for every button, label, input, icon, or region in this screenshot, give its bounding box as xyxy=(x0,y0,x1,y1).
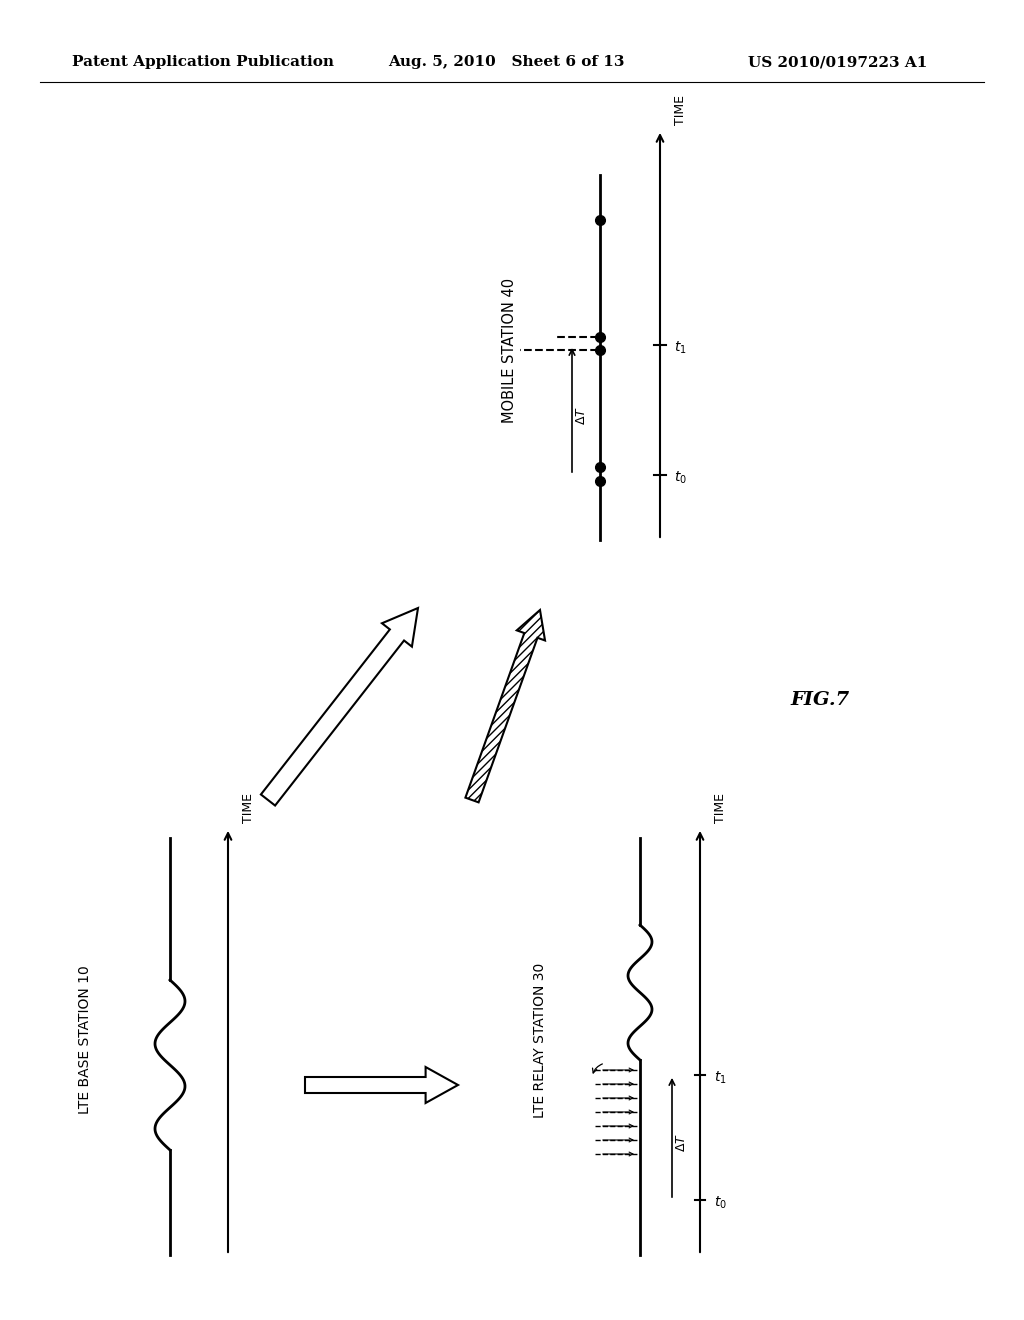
Text: $t_0$: $t_0$ xyxy=(714,1195,727,1212)
Polygon shape xyxy=(305,1067,458,1104)
Text: FIG.7: FIG.7 xyxy=(791,690,850,709)
Text: TIME: TIME xyxy=(242,793,255,822)
Text: LTE BASE STATION 10: LTE BASE STATION 10 xyxy=(78,966,92,1114)
Text: $t_1$: $t_1$ xyxy=(714,1069,727,1086)
Text: TIME: TIME xyxy=(674,95,686,125)
Polygon shape xyxy=(466,610,545,803)
Text: TIME: TIME xyxy=(714,793,726,822)
Text: Aug. 5, 2010   Sheet 6 of 13: Aug. 5, 2010 Sheet 6 of 13 xyxy=(388,55,625,69)
Text: Patent Application Publication: Patent Application Publication xyxy=(72,55,334,69)
Text: $t_1$: $t_1$ xyxy=(674,339,687,356)
Text: LTE RELAY STATION 30: LTE RELAY STATION 30 xyxy=(534,962,547,1118)
Text: MOBILE STATION 40: MOBILE STATION 40 xyxy=(503,277,517,422)
Polygon shape xyxy=(261,609,418,805)
Text: $t_0$: $t_0$ xyxy=(674,470,687,486)
Text: $\Delta T$: $\Delta T$ xyxy=(575,405,588,425)
Text: US 2010/0197223 A1: US 2010/0197223 A1 xyxy=(748,55,928,69)
Text: $\Delta T$: $\Delta T$ xyxy=(675,1133,688,1152)
